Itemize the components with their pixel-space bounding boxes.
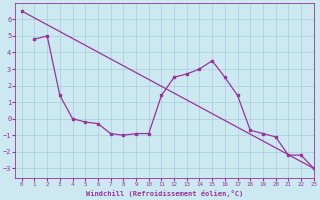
X-axis label: Windchill (Refroidissement éolien,°C): Windchill (Refroidissement éolien,°C) (86, 190, 243, 197)
